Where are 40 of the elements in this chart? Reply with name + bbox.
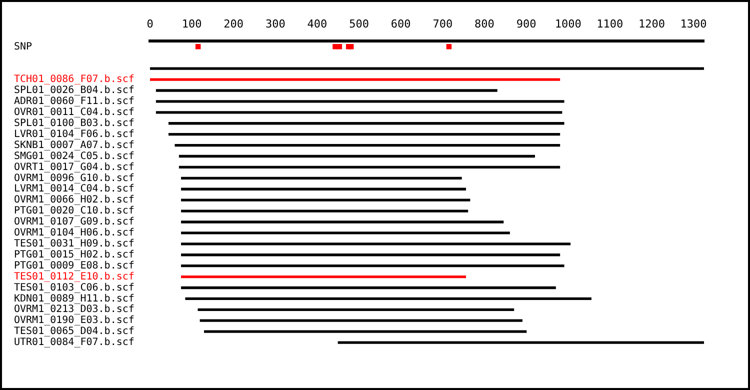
- y-tick-label: SPL01_0100_B03.b.scf: [14, 118, 134, 129]
- y-tick-label: SNP: [14, 41, 32, 52]
- x-tick-label: 1000: [554, 17, 582, 30]
- y-tick-label: TCH01_0086_F07.b.scf: [14, 74, 134, 86]
- x-tick-label: 600: [390, 17, 411, 30]
- y-tick-label: PTG01_0020_C10.b.scf: [14, 206, 134, 217]
- y-tick-label: OVRM1_0104_H06.b.scf: [14, 228, 134, 239]
- y-tick-label: ADR01_0060_F11.b.scf: [14, 96, 134, 108]
- x-tick-label: 200: [224, 17, 244, 30]
- y-tick-label: KDN01_0089_H11.b.scf: [14, 293, 134, 304]
- y-tick-label: LVRM1_0014_C04.b.scf: [14, 184, 134, 195]
- y-tick-label: PTG01_0009_E08.b.scf: [14, 260, 134, 272]
- y-tick-label: TES01_0031_H09.b.scf: [14, 238, 134, 250]
- y-tick-label: PTG01_0015_H02.b.scf: [14, 249, 134, 260]
- x-tick-label: 700: [432, 17, 453, 30]
- x-tick-label: 1200: [638, 17, 665, 30]
- y-tick-label: OVRM1_0190_E03.b.scf: [14, 315, 134, 326]
- y-tick-label: SPL01_0026_B04.b.scf: [14, 85, 134, 96]
- x-tick-label: 100: [182, 17, 202, 30]
- y-tick-label: OVRM1_0213_D03.b.scf: [14, 304, 134, 316]
- y-tick-label: SMG01_0024_C05.b.scf: [14, 150, 134, 162]
- y-tick-label: OVR01_0011_C04.b.scf: [14, 107, 134, 118]
- x-tick-label: 300: [265, 17, 286, 30]
- x-tick-label: 800: [474, 17, 494, 30]
- y-tick-label: OVRM1_0066_H02.b.scf: [14, 194, 134, 206]
- x-tick-label: 500: [349, 17, 369, 30]
- x-tick-label: 1100: [596, 17, 624, 30]
- y-tick-label: OVRT1_0017_G04.b.scf: [14, 162, 134, 173]
- y-tick-label: OVRM1_0107_G09.b.scf: [14, 216, 134, 228]
- y-tick-label: SKNB1_0007_A07.b.scf: [14, 140, 134, 151]
- y-tick-label: TES01_0103_C06.b.scf: [14, 282, 134, 294]
- y-tick-label: TES01_0065_D04.b.scf: [14, 326, 134, 338]
- y-tick-label: OVRM1_0096_G10.b.scf: [14, 172, 134, 184]
- x-tick-label: 0: [146, 17, 154, 30]
- y-tick-label: LVR01_0104_F06.b.scf: [14, 128, 134, 140]
- x-tick-label: 900: [516, 17, 536, 30]
- x-tick-label: 1300: [680, 17, 707, 30]
- y-tick-label: UTR01_0084_F07.b.scf: [14, 337, 134, 348]
- x-tick-label: 400: [307, 17, 328, 30]
- y-tick-label: TES01_0112_E10.b.scf: [14, 271, 134, 282]
